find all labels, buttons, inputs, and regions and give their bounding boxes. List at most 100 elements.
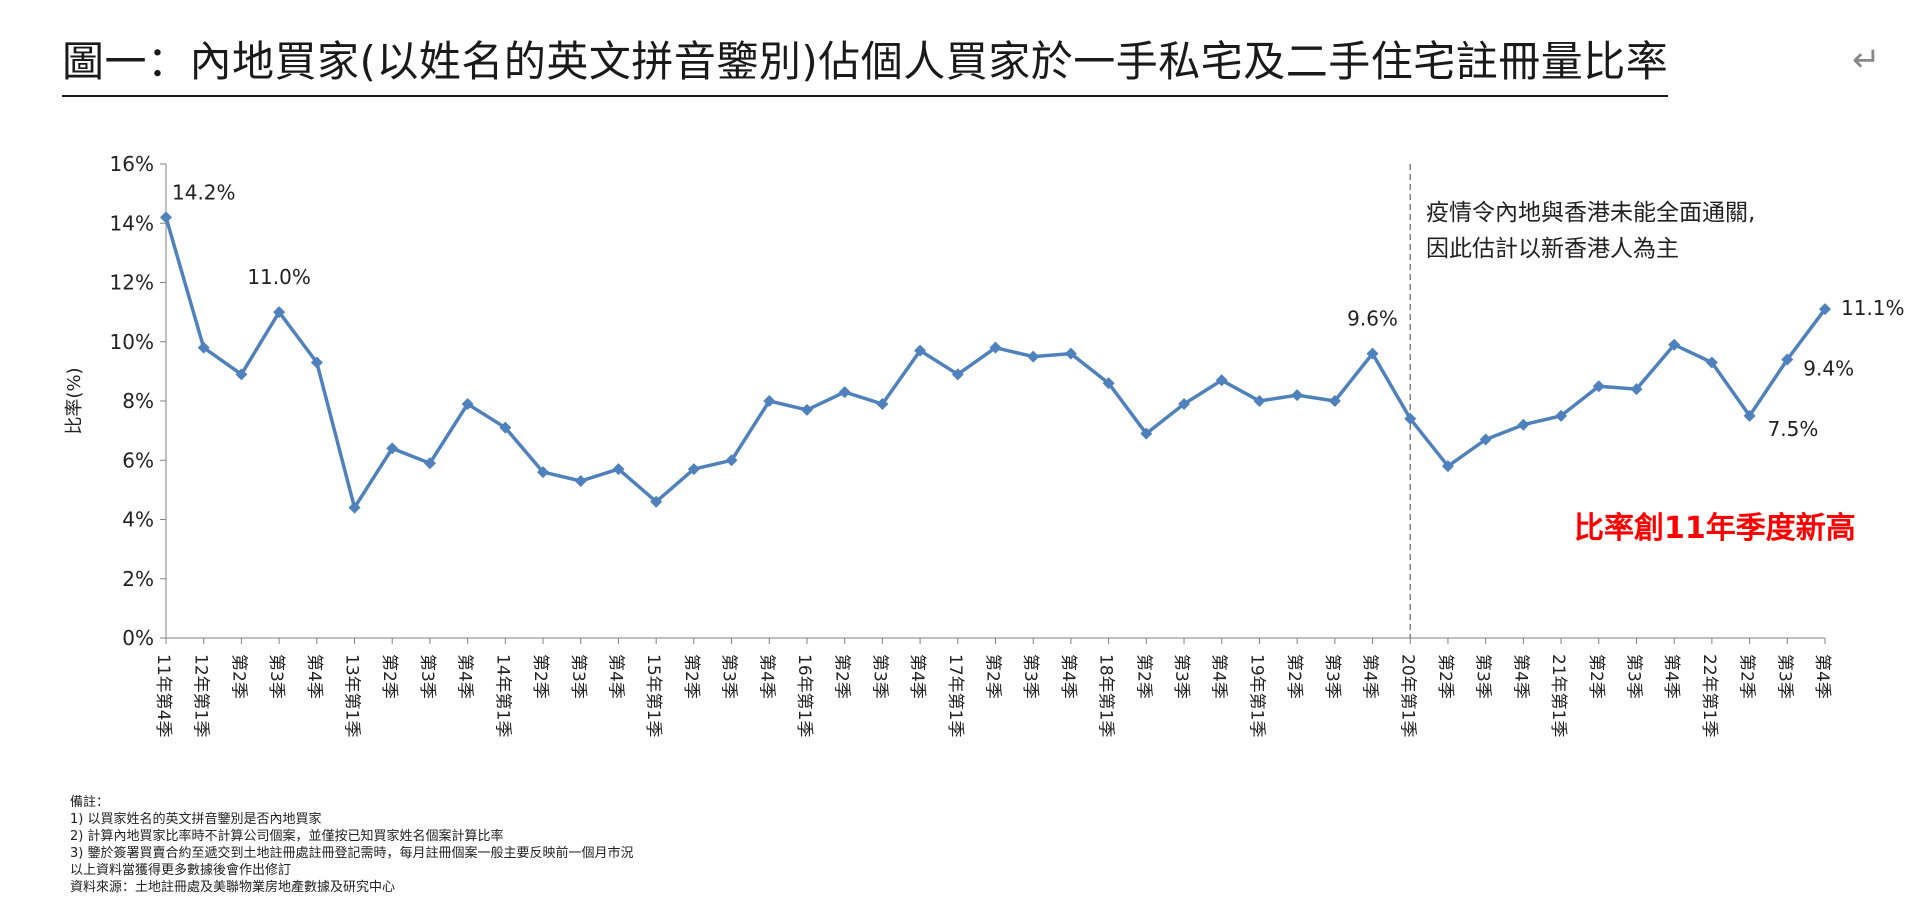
x-tick-label: 第4季 <box>756 654 776 699</box>
data-point <box>1366 347 1379 360</box>
note-4: 以上資料當獲得更多數據後會作出修訂 <box>70 863 292 878</box>
x-tick-label: 第3季 <box>1171 654 1191 699</box>
data-point <box>1479 433 1492 446</box>
data-point <box>386 442 399 455</box>
x-tick-label: 11年第4季 <box>153 654 173 737</box>
x-tick-label: 16年第1季 <box>794 654 814 737</box>
x-tick-label: 第4季 <box>1360 654 1380 699</box>
x-tick-label: 第2季 <box>832 654 852 699</box>
x-tick-label: 第2季 <box>1284 654 1304 699</box>
x-tick-label: 第2季 <box>681 654 701 699</box>
x-tick-label: 第2季 <box>1586 654 1606 699</box>
y-tick-label: 8% <box>122 389 154 413</box>
data-point <box>876 397 889 410</box>
x-tick-label: 第4季 <box>304 654 324 699</box>
data-point <box>725 454 738 467</box>
data-point <box>1441 460 1454 473</box>
y-tick-label: 14% <box>110 211 154 235</box>
x-tick-label: 第2季 <box>1133 654 1153 699</box>
data-point <box>650 495 663 508</box>
note-1: 1) 以買家姓名的英文拼音鑒別是否內地買家 <box>70 812 322 827</box>
record-high-note: 比率創11年季度新高 <box>1574 511 1856 546</box>
data-point <box>310 356 323 369</box>
data-point <box>914 344 927 357</box>
y-tick-label: 12% <box>110 271 154 295</box>
x-tick-label: 第4季 <box>1510 654 1530 699</box>
data-point <box>612 463 625 476</box>
data-point <box>235 368 248 381</box>
data-point <box>273 306 286 319</box>
data-point <box>1819 303 1831 316</box>
note-3: 3) 鑒於簽署買賣合約至遞交到土地註冊處註冊登記需時，每月註冊個案一般主要反映前… <box>70 846 634 861</box>
x-tick-label: 第2季 <box>1435 654 1455 699</box>
x-tick-label: 第4季 <box>1812 654 1832 699</box>
x-tick-label: 第4季 <box>1209 654 1229 699</box>
covid-note-line1: 疫情令內地與香港未能全面通關, <box>1426 200 1755 226</box>
notes: 備註： 1) 以買家姓名的英文拼音鑒別是否內地買家 2) 計算內地買家比率時不計… <box>70 794 633 896</box>
data-label: 7.5% <box>1768 417 1819 441</box>
x-tick-label: 第3季 <box>869 654 889 699</box>
y-axis-title: 比率(%) <box>64 367 85 434</box>
x-tick-label: 第4季 <box>605 654 625 699</box>
x-tick-label: 第4季 <box>1661 654 1681 699</box>
data-point <box>1592 380 1605 393</box>
data-point <box>461 397 474 410</box>
data-point <box>838 386 851 399</box>
data-point <box>1555 409 1568 422</box>
y-tick-label: 16% <box>110 152 154 176</box>
return-mark-icon: ↵ <box>1852 40 1881 80</box>
source-note: 資料來源：土地註冊處及美聯物業房地產數據及研究中心 <box>70 880 396 895</box>
data-point <box>1668 338 1681 351</box>
data-point <box>1705 356 1718 369</box>
data-label: 9.4% <box>1803 357 1854 381</box>
data-point <box>951 368 964 381</box>
x-tick-label: 第3季 <box>266 654 286 699</box>
data-point <box>1404 412 1417 425</box>
note-2: 2) 計算內地買家比率時不計算公司個案，並僅按已知買家姓名個案計算比率 <box>70 829 504 844</box>
data-point <box>687 463 700 476</box>
data-point <box>1517 418 1530 431</box>
x-tick-label: 21年第1季 <box>1548 654 1568 737</box>
x-tick-label: 第2季 <box>1737 654 1757 699</box>
data-point <box>1027 350 1040 363</box>
x-tick-label: 第2季 <box>228 654 248 699</box>
data-label: 14.2% <box>172 180 236 204</box>
y-tick-label: 0% <box>122 626 154 650</box>
data-point <box>989 341 1002 354</box>
x-tick-label: 第3季 <box>417 654 437 699</box>
data-point <box>1140 427 1153 440</box>
y-tick-label: 6% <box>122 448 154 472</box>
x-tick-label: 18年第1季 <box>1096 654 1116 737</box>
data-point <box>423 457 436 470</box>
x-tick-label: 17年第1季 <box>945 654 965 737</box>
x-tick-label: 第3季 <box>1020 654 1040 699</box>
x-tick-label: 第3季 <box>1623 654 1643 699</box>
data-point <box>499 421 512 434</box>
data-label: 11.0% <box>247 265 311 289</box>
data-point <box>1253 395 1266 407</box>
x-tick-label: 第4季 <box>1058 654 1078 699</box>
x-tick-label: 第3季 <box>568 654 588 699</box>
data-point <box>537 466 550 479</box>
data-point <box>1328 395 1341 407</box>
data-label: 11.1% <box>1841 296 1905 320</box>
x-tick-label: 15年第1季 <box>643 654 663 737</box>
covid-note-line2: 因此估計以新香港人為主 <box>1426 236 1679 262</box>
x-tick-label: 第3季 <box>1473 654 1493 699</box>
x-tick-label: 14年第1季 <box>492 654 512 737</box>
data-point <box>1291 389 1304 402</box>
data-point <box>1215 374 1228 387</box>
y-tick-label: 4% <box>122 508 154 532</box>
x-tick-label: 第2季 <box>983 654 1003 699</box>
chart-title: 圖一：內地買家(以姓名的英文拼音鑒別)佔個人買家於一手私宅及二手住宅註冊量比率 <box>62 28 1669 97</box>
x-tick-label: 22年第1季 <box>1699 654 1719 737</box>
x-tick-label: 第4季 <box>455 654 475 699</box>
x-tick-label: 第3季 <box>719 654 739 699</box>
data-point <box>160 211 172 224</box>
data-point <box>763 395 776 407</box>
data-point <box>800 403 813 416</box>
y-tick-label: 10% <box>110 330 154 354</box>
x-tick-label: 第3季 <box>1774 654 1794 699</box>
notes-heading: 備註： <box>70 795 110 810</box>
